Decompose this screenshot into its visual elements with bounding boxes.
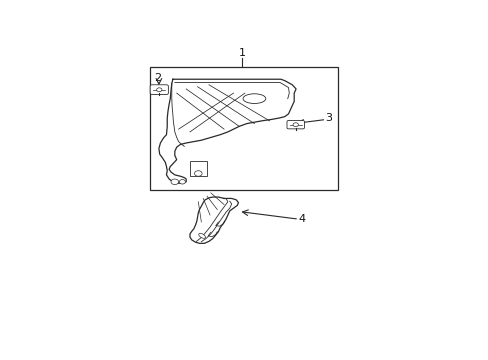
- Text: 3: 3: [324, 113, 331, 123]
- Ellipse shape: [198, 233, 205, 238]
- FancyBboxPatch shape: [286, 121, 304, 129]
- Circle shape: [156, 88, 162, 92]
- Text: 2: 2: [154, 73, 161, 83]
- Text: 4: 4: [298, 214, 305, 224]
- FancyBboxPatch shape: [150, 85, 168, 94]
- Ellipse shape: [243, 94, 265, 103]
- Circle shape: [292, 123, 298, 127]
- Circle shape: [194, 171, 202, 176]
- Circle shape: [179, 180, 185, 184]
- Bar: [150, 67, 337, 190]
- Bar: [189, 161, 206, 176]
- Text: 1: 1: [238, 48, 245, 58]
- Circle shape: [171, 179, 178, 185]
